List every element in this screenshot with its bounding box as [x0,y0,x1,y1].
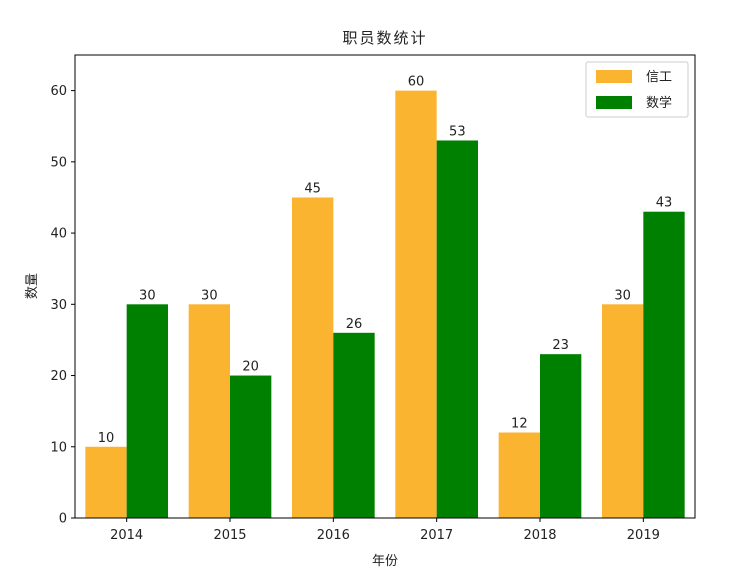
y-tick-label: 10 [50,440,67,455]
bar-xingong-2019 [602,304,644,518]
x-tick-label: 2015 [213,528,246,543]
bar-xingong-2018 [498,432,540,518]
data-label-shuxue-2015: 20 [242,360,259,375]
y-tick-label: 40 [50,227,67,242]
legend-label-shuxue: 数学 [646,95,672,111]
legend: 信工 数学 [585,61,689,118]
y-tick-label: 50 [50,155,67,170]
legend-swatch-xingong [596,70,632,83]
bar-shuxue-2019 [643,211,685,518]
data-label-xingong-2016: 45 [304,181,321,196]
chart-title: 职员数统计 [342,29,427,47]
data-label-shuxue-2016: 26 [346,317,363,332]
x-tick-label: 2018 [523,528,556,543]
y-tick-label: 60 [50,84,67,99]
data-label-shuxue-2017: 53 [449,124,466,139]
data-label-xingong-2015: 30 [201,288,218,303]
data-label-shuxue-2018: 23 [552,338,569,353]
data-label-xingong-2017: 60 [408,75,425,90]
bar-shuxue-2015 [230,375,272,518]
data-label-shuxue-2019: 43 [656,196,673,211]
x-tick-label: 2017 [420,528,453,543]
legend-label-xingong: 信工 [646,70,672,85]
x-tick-label: 2019 [627,528,660,543]
axes: 2014 2015 2016 2017 2018 2019 0 10 20 30 40 50 60 [50,84,659,543]
legend-swatch-shuxue [596,96,632,109]
y-tick-label: 30 [50,298,67,313]
bar-shuxue-2016 [333,332,375,518]
x-tick-label: 2014 [110,528,143,543]
bar-shuxue-2018 [540,354,582,518]
plot-area: 10 30 30 20 45 26 60 53 12 23 30 43 [85,75,685,519]
x-axis-label: 年份 [372,554,398,569]
y-tick-label: 20 [50,369,67,384]
bar-xingong-2017 [395,90,437,519]
bar-xingong-2015 [188,304,230,518]
data-label-xingong-2014: 10 [98,431,115,446]
y-axis-label: 数量 [25,273,40,299]
data-label-xingong-2018: 12 [511,417,528,432]
data-label-shuxue-2014: 30 [139,288,156,303]
bar-shuxue-2014 [126,304,168,518]
bar-xingong-2014 [85,446,127,518]
plot-frame [74,54,696,519]
data-label-xingong-2019: 30 [614,288,631,303]
y-tick-label: 0 [59,512,67,527]
x-tick-label: 2016 [317,528,350,543]
bar-shuxue-2017 [436,140,478,519]
bar-xingong-2016 [292,197,334,518]
